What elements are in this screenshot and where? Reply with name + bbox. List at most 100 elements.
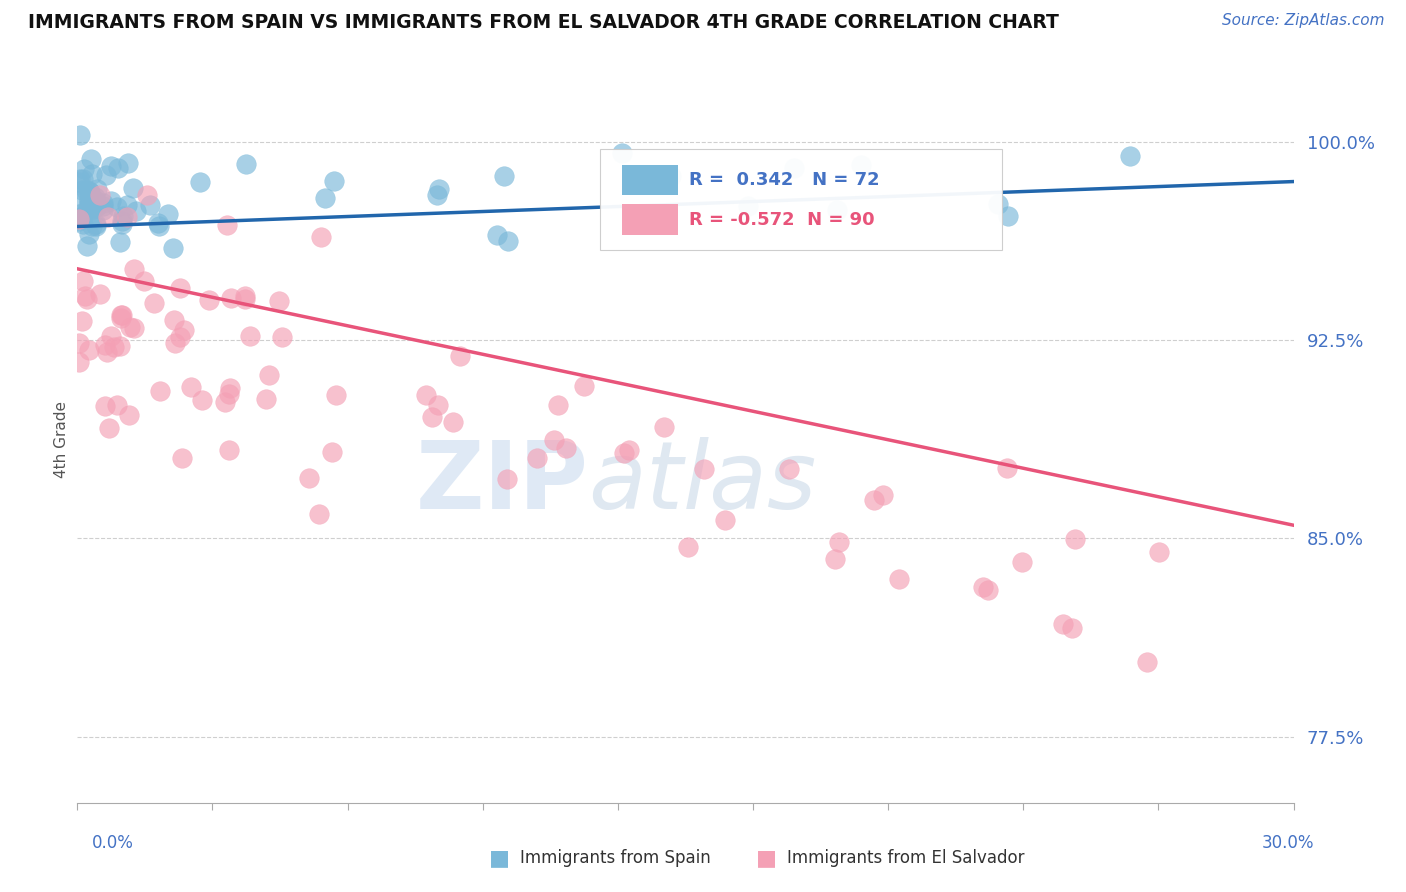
Point bbox=[148, 219, 170, 233]
FancyBboxPatch shape bbox=[623, 204, 678, 235]
Point bbox=[420, 409, 443, 424]
FancyBboxPatch shape bbox=[623, 164, 678, 195]
Point bbox=[427, 398, 450, 412]
Point bbox=[76, 292, 98, 306]
Point bbox=[94, 168, 117, 182]
Point bbox=[91, 196, 114, 211]
Point bbox=[94, 399, 117, 413]
Point bbox=[235, 157, 257, 171]
Point bbox=[76, 238, 98, 252]
Point bbox=[100, 159, 122, 173]
Point bbox=[115, 210, 138, 224]
Point bbox=[122, 181, 145, 195]
Point bbox=[547, 398, 569, 412]
Point bbox=[169, 281, 191, 295]
Point bbox=[107, 161, 129, 175]
Point bbox=[76, 202, 98, 216]
Point bbox=[82, 202, 104, 216]
Point bbox=[254, 392, 277, 406]
Point bbox=[72, 274, 94, 288]
Point bbox=[173, 323, 195, 337]
Point bbox=[737, 199, 759, 213]
Point bbox=[157, 207, 180, 221]
Point bbox=[110, 308, 132, 322]
Point bbox=[619, 443, 641, 458]
Point bbox=[80, 219, 103, 233]
Point bbox=[496, 472, 519, 486]
Point bbox=[692, 462, 714, 476]
Point bbox=[86, 182, 108, 196]
Point bbox=[69, 128, 91, 142]
Point bbox=[139, 198, 162, 212]
Point bbox=[492, 169, 515, 184]
Point bbox=[267, 293, 290, 308]
Point bbox=[84, 193, 107, 207]
Point bbox=[125, 204, 148, 219]
Point bbox=[162, 241, 184, 255]
Point bbox=[713, 512, 735, 526]
Point bbox=[1052, 616, 1074, 631]
Point bbox=[67, 194, 90, 208]
Point bbox=[889, 572, 911, 586]
Point bbox=[80, 152, 103, 166]
Point bbox=[219, 381, 242, 395]
Y-axis label: 4th Grade: 4th Grade bbox=[53, 401, 69, 478]
Point bbox=[526, 451, 548, 466]
Text: R = -0.572  N = 90: R = -0.572 N = 90 bbox=[689, 211, 875, 228]
Point bbox=[111, 209, 134, 223]
Point bbox=[84, 217, 107, 231]
Point bbox=[67, 335, 90, 350]
Point bbox=[219, 292, 242, 306]
Point bbox=[79, 227, 101, 241]
Text: ■: ■ bbox=[756, 848, 776, 868]
Point bbox=[863, 493, 886, 508]
Text: ZIP: ZIP bbox=[415, 437, 588, 529]
Point bbox=[485, 228, 508, 243]
Point bbox=[146, 216, 169, 230]
Point bbox=[72, 217, 94, 231]
Point bbox=[77, 199, 100, 213]
Text: ■: ■ bbox=[489, 848, 509, 868]
Point bbox=[311, 230, 333, 244]
Text: Immigrants from El Salvador: Immigrants from El Salvador bbox=[787, 849, 1025, 867]
Point bbox=[103, 340, 125, 354]
Point bbox=[1060, 621, 1083, 635]
Point bbox=[169, 330, 191, 344]
Point bbox=[69, 214, 91, 228]
Point bbox=[652, 420, 675, 434]
Point bbox=[73, 288, 96, 302]
Point bbox=[1011, 555, 1033, 569]
Point bbox=[321, 444, 343, 458]
Point bbox=[149, 384, 172, 398]
Point bbox=[977, 582, 1000, 597]
Point bbox=[94, 337, 117, 351]
Point bbox=[498, 235, 520, 249]
Point bbox=[1119, 149, 1142, 163]
FancyBboxPatch shape bbox=[600, 148, 1001, 251]
Point bbox=[67, 212, 90, 227]
Point bbox=[574, 379, 596, 393]
Text: 30.0%: 30.0% bbox=[1263, 834, 1315, 852]
Point bbox=[110, 310, 132, 325]
Point bbox=[997, 209, 1019, 223]
Point bbox=[449, 349, 471, 363]
Point bbox=[89, 287, 111, 301]
Point bbox=[111, 308, 134, 322]
Point bbox=[84, 219, 107, 234]
Point bbox=[613, 446, 636, 460]
Point bbox=[115, 198, 138, 212]
Point bbox=[427, 181, 450, 195]
Point bbox=[163, 313, 186, 327]
Point bbox=[191, 392, 214, 407]
Point bbox=[143, 296, 166, 310]
Point bbox=[75, 183, 97, 197]
Point bbox=[180, 380, 202, 394]
Point bbox=[308, 507, 330, 521]
Point bbox=[67, 207, 90, 221]
Point bbox=[425, 187, 447, 202]
Point bbox=[778, 462, 800, 476]
Point bbox=[105, 200, 128, 214]
Text: atlas: atlas bbox=[588, 437, 817, 528]
Point bbox=[824, 551, 846, 566]
Point bbox=[72, 162, 94, 177]
